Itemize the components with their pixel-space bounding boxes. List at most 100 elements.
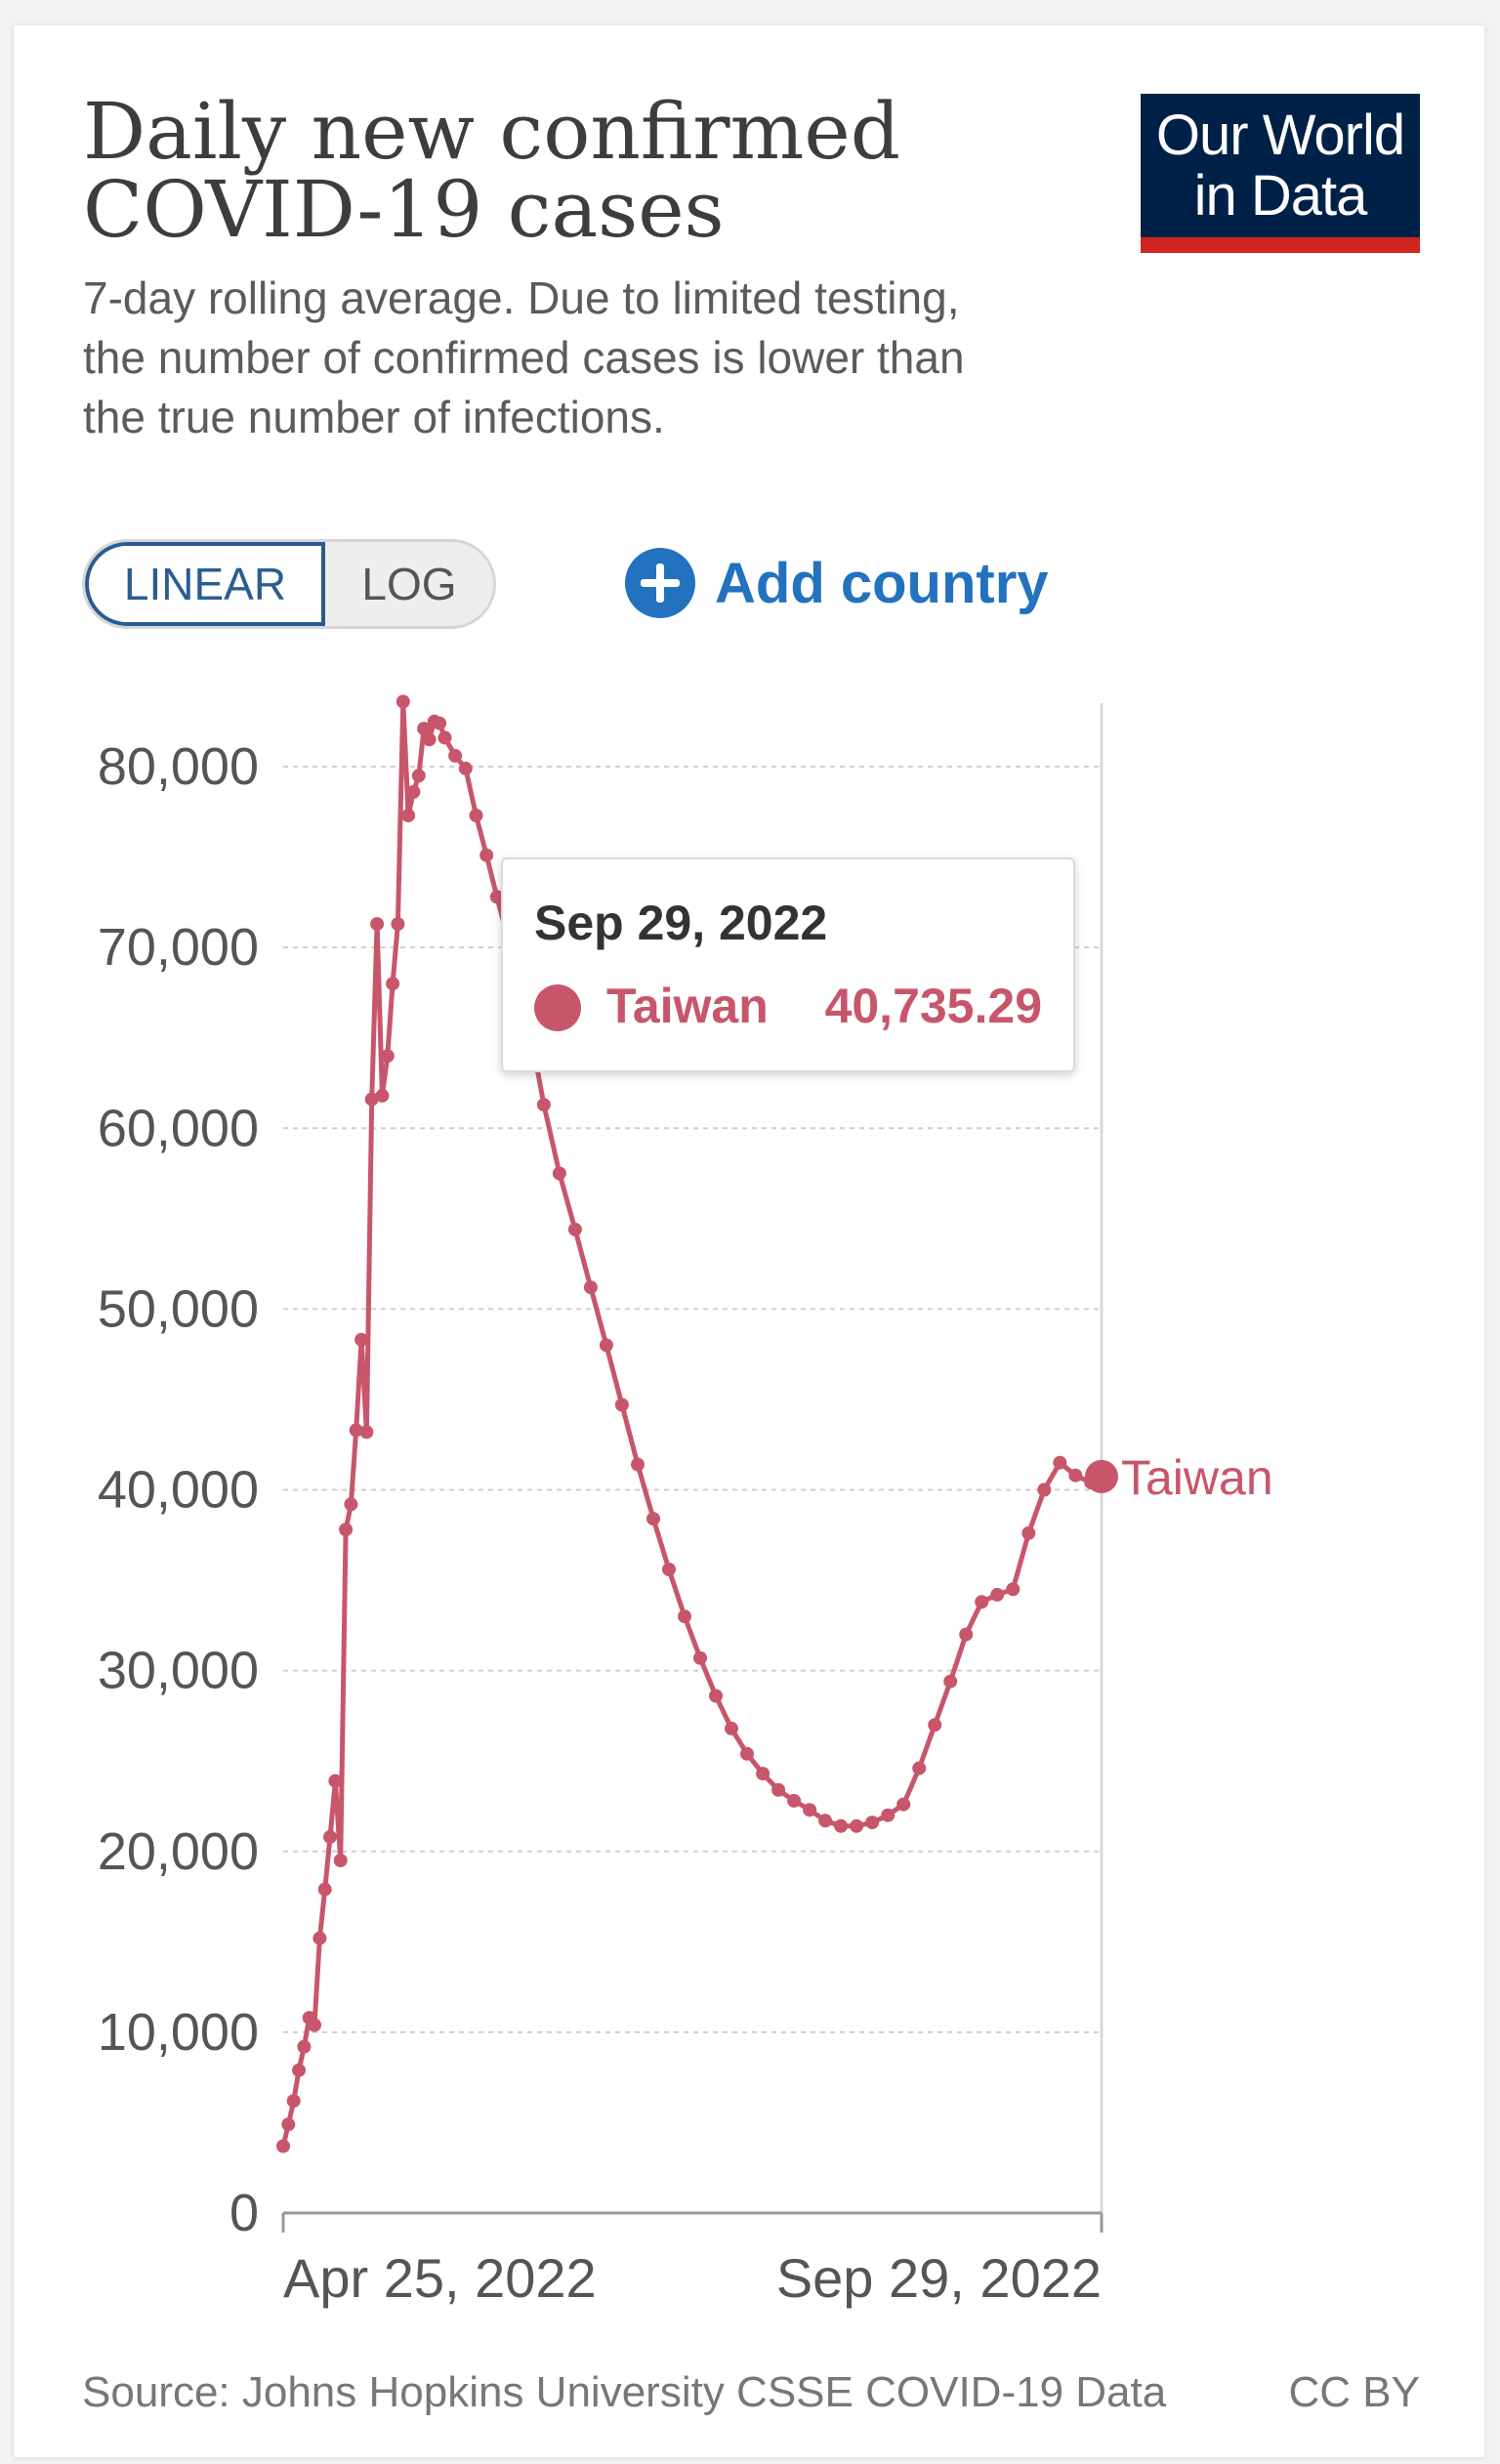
data-point[interactable] [458, 761, 473, 775]
data-point[interactable] [1053, 1455, 1067, 1470]
data-point[interactable] [401, 809, 416, 822]
data-point[interactable] [631, 1457, 645, 1472]
subtitle-line-3: the true number of infections. [83, 392, 665, 442]
data-point[interactable] [725, 1721, 738, 1735]
data-point[interactable] [354, 1332, 369, 1347]
data-point[interactable] [943, 1674, 958, 1689]
data-point[interactable] [308, 2018, 321, 2032]
data-point[interactable] [286, 2094, 301, 2109]
data-point[interactable] [850, 1818, 864, 1833]
data-point[interactable] [433, 716, 447, 731]
data-point[interactable] [396, 694, 410, 709]
footer: Source: Johns Hopkins University CSSE CO… [82, 2368, 1420, 2417]
data-point[interactable] [552, 1166, 566, 1181]
data-point[interactable] [489, 890, 504, 904]
chart-title-line-1: Daily new confirmed [83, 86, 900, 177]
chart-subtitle: 7-day rolling average. Due to limited te… [83, 269, 1060, 447]
data-point[interactable] [411, 769, 426, 783]
source-link[interactable]: Source: Johns Hopkins University CSSE CO… [82, 2368, 1167, 2416]
data-point[interactable] [370, 917, 385, 932]
license-link[interactable]: CC BY [1288, 2368, 1420, 2416]
data-point[interactable] [599, 1338, 613, 1353]
subtitle-line-1: 7-day rolling average. Due to limited te… [83, 272, 960, 323]
data-point[interactable] [349, 1423, 363, 1438]
data-point[interactable] [375, 1088, 390, 1103]
series-end-label-taiwan[interactable]: Taiwan [1121, 1450, 1273, 1505]
logo-line-1: Our World [1155, 103, 1405, 167]
data-point[interactable] [1037, 1483, 1052, 1497]
chart-title: Daily new confirmed COVID-19 cases [83, 93, 962, 249]
linear-scale-button[interactable]: LINEAR [85, 542, 325, 626]
y-tick-label: 70,000 [98, 918, 259, 977]
data-point[interactable] [881, 1808, 896, 1822]
data-point[interactable] [422, 732, 437, 747]
data-point[interactable] [292, 2063, 306, 2077]
add-country-label: Add country [715, 551, 1049, 615]
data-point[interactable] [359, 1425, 374, 1440]
y-tick-label: 80,000 [98, 737, 259, 796]
chart-card [14, 25, 1484, 2457]
highlighted-data-point[interactable] [1085, 1459, 1118, 1493]
data-point[interactable] [406, 784, 421, 799]
data-point[interactable] [975, 1595, 989, 1609]
data-point[interactable] [469, 809, 483, 822]
data-point[interactable] [364, 1092, 379, 1107]
data-point[interactable] [344, 1497, 358, 1512]
data-point[interactable] [391, 917, 405, 932]
tooltip-date: Sep 29, 2022 [534, 896, 828, 950]
data-point[interactable] [756, 1767, 771, 1781]
data-point[interactable] [614, 1398, 629, 1412]
data-point[interactable] [740, 1746, 754, 1761]
data-point[interactable] [959, 1627, 974, 1642]
data-point[interactable] [479, 848, 494, 862]
data-point[interactable] [928, 1718, 942, 1733]
data-point[interactable] [438, 731, 452, 745]
data-point[interactable] [448, 748, 463, 763]
y-tick-label: 30,000 [98, 1642, 259, 1700]
data-point[interactable] [678, 1609, 691, 1624]
data-point[interactable] [328, 1774, 343, 1788]
data-point[interactable] [1068, 1468, 1083, 1483]
subtitle-line-2: the number of confirmed cases is lower t… [83, 332, 965, 383]
x-tick-label: Sep 29, 2022 [776, 2247, 1102, 2309]
data-point[interactable] [536, 1098, 551, 1112]
data-point[interactable] [1006, 1582, 1021, 1597]
data-point[interactable] [787, 1793, 802, 1808]
data-point[interactable] [865, 1816, 880, 1830]
data-point[interactable] [693, 1650, 707, 1665]
data-point[interactable] [912, 1761, 927, 1775]
data-point[interactable] [662, 1563, 676, 1576]
chart-title-line-2: COVID-19 cases [83, 164, 725, 255]
y-tick-label: 50,000 [98, 1279, 259, 1338]
data-point[interactable] [771, 1782, 786, 1797]
data-point[interactable] [276, 2139, 290, 2153]
data-point[interactable] [990, 1587, 1005, 1602]
data-point[interactable] [333, 1854, 348, 1867]
data-point[interactable] [818, 1814, 833, 1828]
y-tick-label: 0 [229, 2184, 259, 2242]
owid-logo[interactable]: Our World in Data [1141, 94, 1420, 253]
data-point[interactable] [896, 1797, 911, 1812]
data-point[interactable] [323, 1829, 337, 1844]
data-point[interactable] [646, 1512, 660, 1526]
data-point[interactable] [380, 1049, 395, 1064]
data-point[interactable] [709, 1689, 723, 1703]
y-tick-label: 10,000 [98, 2003, 259, 2062]
data-point[interactable] [317, 1882, 332, 1897]
add-country-button[interactable]: Add country [625, 539, 1049, 627]
data-point[interactable] [312, 1931, 327, 1945]
plus-circle-icon [625, 548, 695, 618]
data-point[interactable] [803, 1803, 817, 1817]
data-point[interactable] [297, 2039, 312, 2054]
data-point[interactable] [386, 977, 400, 991]
data-point[interactable] [1021, 1525, 1036, 1540]
data-point[interactable] [583, 1280, 598, 1295]
data-point[interactable] [834, 1818, 849, 1833]
y-tick-label: 20,000 [98, 1822, 259, 1881]
data-point[interactable] [417, 722, 432, 736]
data-point[interactable] [339, 1523, 354, 1537]
log-scale-button[interactable]: LOG [361, 559, 457, 609]
data-point[interactable] [567, 1222, 582, 1236]
data-point[interactable] [281, 2117, 296, 2132]
